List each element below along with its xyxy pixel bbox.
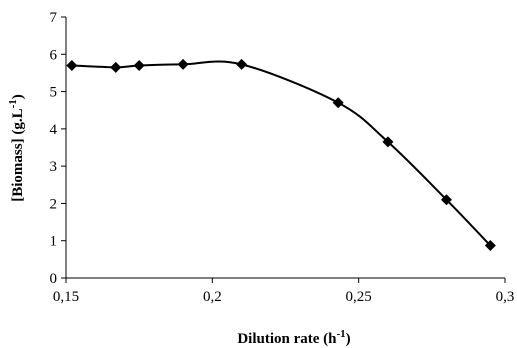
x-axis-title-main: Dilution rate (h xyxy=(237,331,337,347)
y-axis: 0 1 2 3 4 5 6 7 xyxy=(50,10,67,287)
data-point-marker xyxy=(236,58,248,70)
y-tick-label: 1 xyxy=(50,234,58,250)
data-point-marker xyxy=(484,240,496,252)
series-group xyxy=(66,58,496,252)
y-tick-label: 4 xyxy=(50,122,58,138)
data-point-marker xyxy=(332,97,344,109)
y-axis-title: [Biomass] (g.L-1) xyxy=(7,94,26,202)
data-point-marker xyxy=(66,59,78,71)
y-tick-label: 3 xyxy=(50,159,58,175)
data-point-marker xyxy=(133,59,145,71)
data-point-marker xyxy=(382,136,394,148)
x-tick-label: 0,25 xyxy=(346,289,372,305)
x-axis-title-end: ) xyxy=(346,331,351,347)
x-tick-label: 0,3 xyxy=(496,289,515,305)
x-axis-title: Dilution rate (h-1) xyxy=(237,328,350,347)
data-point-marker xyxy=(177,58,189,70)
y-tick-label: 6 xyxy=(50,47,58,63)
y-tick-label: 7 xyxy=(50,10,58,26)
x-tick-label: 0,2 xyxy=(203,289,222,305)
x-axis: 0,15 0,2 0,25 0,3 xyxy=(53,277,515,305)
data-point-marker xyxy=(110,61,122,73)
y-tick-label: 2 xyxy=(50,196,58,212)
y-tick-label: 5 xyxy=(50,85,58,101)
series-line xyxy=(71,60,492,247)
x-axis-title-sup: -1 xyxy=(337,328,346,340)
y-axis-title-sup: -1 xyxy=(7,99,19,108)
y-tick-label: 0 xyxy=(50,271,58,287)
y-axis-title-end: ) xyxy=(10,94,26,99)
y-axis-title-main: [Biomass] (g.L xyxy=(10,108,26,201)
x-tick-label: 0,15 xyxy=(53,289,79,305)
data-point-marker xyxy=(440,194,452,206)
